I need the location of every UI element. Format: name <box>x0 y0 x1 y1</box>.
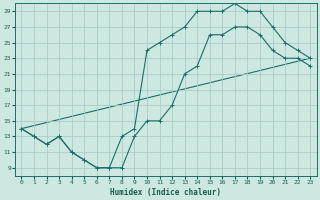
X-axis label: Humidex (Indice chaleur): Humidex (Indice chaleur) <box>110 188 221 197</box>
